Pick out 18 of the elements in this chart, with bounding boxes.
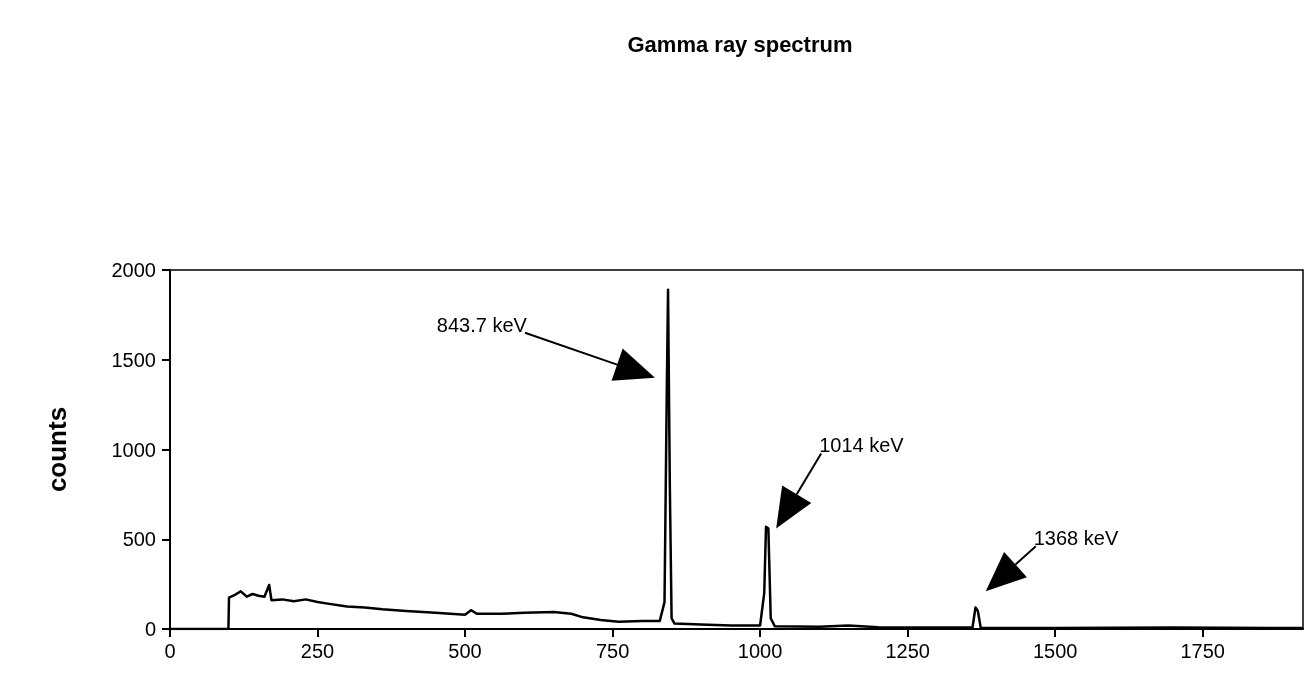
x-tick-label: 500 [448,640,482,662]
y-tick-label: 2000 [111,259,156,281]
y-tick-label: 500 [122,528,156,551]
y-tick-label: 0 [144,618,156,640]
y-axis-title: counts [42,406,72,493]
x-tick-label: 1750 [1180,640,1225,662]
y-tick-label: 1500 [111,348,156,371]
x-tick-label: 250 [300,640,335,662]
x-tick-label: 1250 [885,640,930,662]
x-tick-label: 750 [595,640,630,662]
x-tick-label: 1000 [737,640,783,662]
x-tick-label: 0 [164,640,176,662]
y-tick-label: 1000 [111,438,156,461]
annotation: 1014 keV [819,434,905,457]
annotation: 1368 keV [1033,527,1119,550]
chart-title: Gamma ray spectrum [627,31,853,57]
annotation: 843.7 keV [436,313,528,336]
x-tick-label: 1500 [1032,640,1078,662]
